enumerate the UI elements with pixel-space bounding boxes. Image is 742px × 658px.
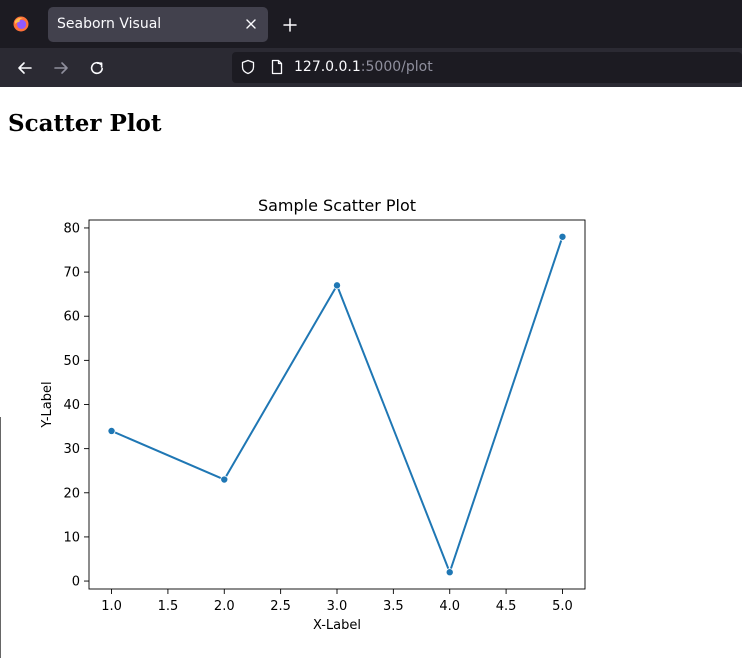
data-point — [332, 281, 341, 290]
y-tick-label: 0 — [72, 575, 80, 590]
y-tick-label: 20 — [63, 486, 80, 501]
y-tick-label: 30 — [63, 442, 80, 457]
navigation-bar: 127.0.0.1:5000/plot — [0, 48, 742, 87]
x-tick-label: 2.0 — [214, 599, 235, 614]
y-tick-label: 70 — [63, 266, 80, 281]
back-arrow-icon[interactable] — [16, 59, 34, 77]
shield-icon[interactable] — [240, 59, 256, 75]
reload-icon[interactable] — [88, 59, 106, 77]
plot-frame — [88, 219, 586, 590]
page-icon — [271, 59, 283, 75]
x-tick-label: 2.5 — [270, 599, 291, 614]
page-content: Scatter Plot Sample Scatter Plot 0 10 20 30… — [0, 87, 742, 658]
url-text[interactable]: 127.0.0.1:5000/plot — [294, 59, 433, 75]
page-heading: Scatter Plot — [8, 110, 162, 137]
url-path: :5000/plot — [360, 59, 433, 75]
data-point — [107, 426, 116, 435]
plus-icon[interactable] — [282, 17, 298, 33]
url-host: 127.0.0.1 — [294, 59, 361, 75]
y-tick-label: 40 — [63, 398, 80, 413]
data-point — [445, 568, 454, 577]
forward-arrow-icon[interactable] — [52, 59, 70, 77]
url-bar[interactable]: 127.0.0.1:5000/plot — [232, 52, 742, 83]
x-tick-label: 1.5 — [158, 599, 179, 614]
x-tick-label: 3.0 — [327, 599, 348, 614]
window-edge — [0, 417, 1, 658]
x-axis-ticks: 1.0 1.5 2.0 2.5 3.0 3.5 4.0 4.5 5.0 — [101, 589, 573, 614]
x-tick-label: 4.0 — [439, 599, 460, 614]
chart-title: Sample Scatter Plot — [258, 196, 416, 215]
tab-title: Seaborn Visual — [57, 16, 162, 32]
data-point — [558, 232, 567, 241]
y-axis-label: Y-Label — [40, 381, 55, 428]
y-tick-label: 50 — [63, 354, 80, 369]
x-axis-label: X-Label — [313, 618, 361, 633]
data-point — [220, 475, 229, 484]
firefox-icon[interactable] — [13, 16, 29, 32]
x-tick-label: 3.5 — [383, 599, 404, 614]
tab-strip: Seaborn Visual — [0, 0, 742, 48]
x-tick-label: 5.0 — [552, 599, 573, 614]
series-group — [107, 232, 567, 577]
x-tick-label: 4.5 — [496, 599, 517, 614]
tab-seaborn-visual[interactable]: Seaborn Visual — [48, 7, 268, 42]
x-tick-label: 1.0 — [101, 599, 122, 614]
y-tick-label: 80 — [63, 221, 80, 236]
line-chart: Sample Scatter Plot 0 10 20 30 40 50 60 70 80 1.… — [40, 196, 586, 633]
y-axis-ticks: 0 10 20 30 40 50 60 70 80 — [63, 221, 89, 590]
y-tick-label: 10 — [63, 530, 80, 545]
close-icon[interactable] — [243, 16, 259, 32]
y-tick-label: 60 — [63, 310, 80, 325]
